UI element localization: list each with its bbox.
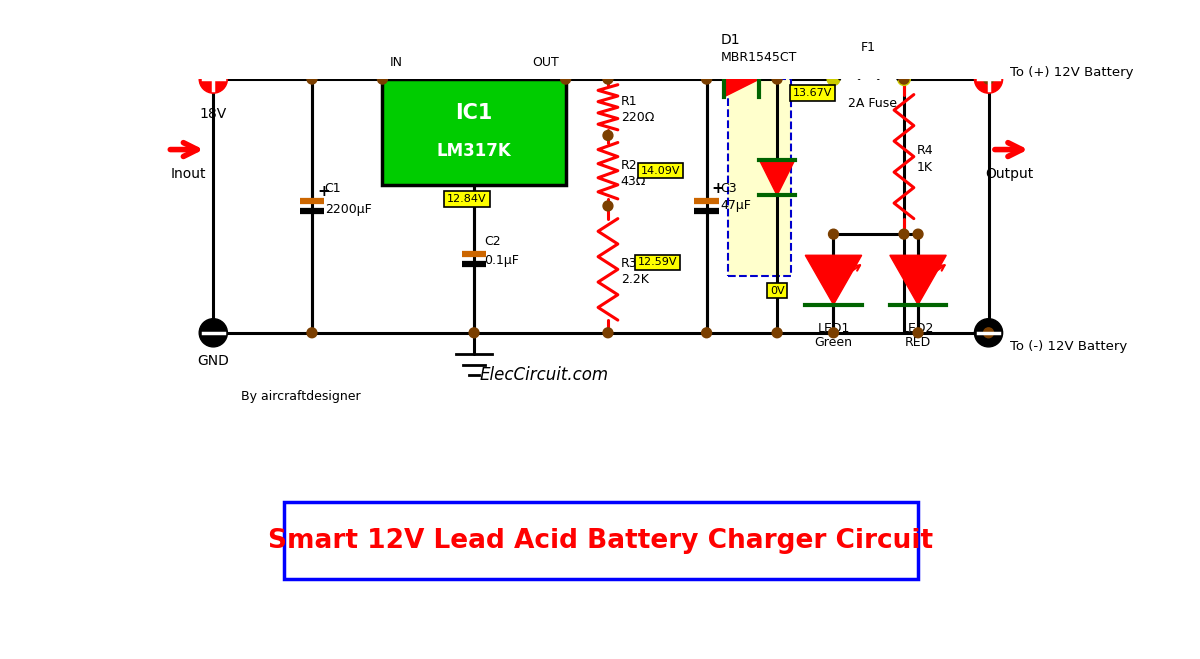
Circle shape (898, 72, 911, 86)
Circle shape (899, 229, 908, 239)
Text: By aircraftdesigner: By aircraftdesigner (241, 389, 361, 403)
Text: GND: GND (460, 195, 488, 208)
Circle shape (899, 74, 908, 84)
Text: LM317K: LM317K (437, 142, 511, 160)
Circle shape (772, 328, 782, 337)
Text: +: + (712, 181, 725, 196)
Circle shape (604, 201, 613, 211)
Text: 220Ω: 220Ω (620, 111, 654, 125)
Text: 18V: 18V (199, 107, 227, 121)
Text: R4: R4 (917, 144, 934, 158)
Text: D1: D1 (721, 34, 740, 47)
Text: C2: C2 (485, 235, 502, 248)
Polygon shape (805, 255, 862, 304)
Text: 2.2K: 2.2K (620, 273, 648, 287)
Text: To (+) 12V Battery: To (+) 12V Battery (1009, 65, 1133, 78)
Circle shape (828, 328, 839, 337)
Circle shape (469, 328, 479, 337)
Polygon shape (890, 255, 947, 304)
Text: 43Ω: 43Ω (620, 175, 646, 188)
Text: 13.67V: 13.67V (793, 88, 832, 98)
Circle shape (604, 74, 613, 84)
Text: ElecCircuit.com: ElecCircuit.com (480, 366, 610, 384)
Circle shape (702, 74, 712, 84)
Text: 2200µF: 2200µF (325, 203, 371, 216)
Circle shape (307, 74, 317, 84)
Text: 0V: 0V (769, 285, 785, 295)
Text: R1: R1 (620, 95, 637, 108)
Text: 0.1µF: 0.1µF (485, 254, 520, 267)
Circle shape (984, 328, 994, 337)
Text: 47µF: 47µF (721, 200, 751, 212)
Circle shape (984, 74, 994, 84)
Text: 14.09V: 14.09V (641, 165, 680, 176)
Text: IC1: IC1 (455, 103, 493, 123)
Bar (727, 79, 791, 276)
Text: OUT: OUT (532, 55, 559, 69)
Text: RED: RED (905, 336, 931, 349)
Circle shape (199, 65, 227, 93)
Text: To (-) 12V Battery: To (-) 12V Battery (1009, 341, 1127, 353)
Text: Output: Output (985, 167, 1033, 181)
Polygon shape (725, 61, 760, 97)
Circle shape (974, 319, 1003, 347)
Circle shape (199, 319, 227, 347)
Text: 2A Fuse: 2A Fuse (847, 97, 896, 109)
Text: 12.59V: 12.59V (637, 257, 677, 268)
Circle shape (974, 65, 1003, 93)
Circle shape (772, 74, 782, 84)
Circle shape (378, 74, 388, 84)
Bar (383, 79, 565, 185)
Circle shape (560, 74, 570, 84)
Text: IN: IN (390, 55, 402, 69)
Text: 1K: 1K (917, 161, 932, 174)
Circle shape (307, 328, 317, 337)
Circle shape (702, 328, 712, 337)
Text: Smart 12V Lead Acid Battery Charger Circuit: Smart 12V Lead Acid Battery Charger Circ… (269, 528, 934, 554)
Text: R2: R2 (620, 159, 637, 171)
Text: C1: C1 (325, 182, 341, 195)
Text: +: + (317, 185, 330, 199)
Text: Inout: Inout (170, 167, 206, 181)
Text: GND: GND (197, 354, 229, 368)
Text: F1: F1 (862, 42, 876, 55)
Circle shape (604, 328, 613, 337)
Text: LED2: LED2 (902, 322, 935, 335)
Circle shape (913, 229, 923, 239)
Text: R3: R3 (620, 257, 637, 270)
Text: C3: C3 (721, 182, 737, 195)
Circle shape (827, 72, 840, 86)
Polygon shape (760, 160, 794, 195)
Circle shape (828, 229, 839, 239)
Bar (283, 502, 918, 579)
Circle shape (913, 328, 923, 337)
Text: Green: Green (815, 336, 852, 349)
Text: MBR1545CT: MBR1545CT (721, 51, 797, 65)
Circle shape (604, 130, 613, 140)
Text: 12.84V: 12.84V (448, 194, 487, 204)
Text: LED1: LED1 (817, 322, 850, 335)
